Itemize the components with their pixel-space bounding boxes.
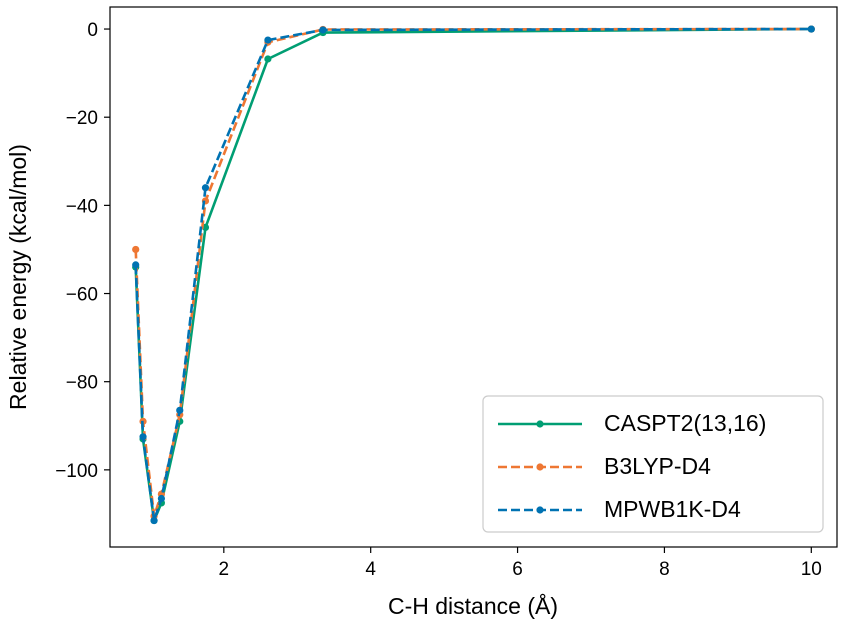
y-tick-label: −80 <box>66 373 98 394</box>
legend-label-b3lyp: B3LYP-D4 <box>604 453 711 479</box>
legend-label-mpwb1k: MPWB1K-D4 <box>604 496 741 522</box>
x-tick-label: 8 <box>659 559 670 580</box>
series-2-point <box>319 26 327 34</box>
legend-entries <box>498 420 582 514</box>
x-tick-label: 2 <box>219 559 230 580</box>
x-tick-label: 10 <box>801 559 822 580</box>
series-2-point <box>132 261 140 269</box>
legend-marker-0 <box>536 420 544 428</box>
x-axis-label: C-H distance (Å) <box>388 592 558 619</box>
legend: CASPT2(13,16) B3LYP-D4 MPWB1K-D4 <box>482 395 824 533</box>
y-axis-label: Relative energy (kcal/mol) <box>5 144 31 410</box>
y-tick-label: 0 <box>87 20 98 41</box>
legend-marker-2 <box>536 506 544 514</box>
series-1-point <box>132 245 140 254</box>
y-tick-label: −40 <box>66 196 98 217</box>
series-2-point <box>201 184 210 192</box>
y-tick-label: −60 <box>66 285 98 306</box>
legend-box <box>482 395 824 533</box>
series-2-point <box>176 406 184 414</box>
x-tick-label: 4 <box>365 559 376 580</box>
legend-label-caspt2: CASPT2(13,16) <box>604 410 766 436</box>
series-2-point <box>139 433 147 441</box>
y-tick-label: −100 <box>55 461 98 482</box>
legend-marker-1 <box>536 463 544 471</box>
series-2-point <box>150 516 158 525</box>
series-2-point <box>807 25 815 33</box>
y-axis-ticks: 0 −20 −40 −60 −80 −100 <box>55 20 110 482</box>
x-axis-ticks: 2 4 6 8 10 <box>219 547 822 580</box>
series-layer <box>132 25 815 525</box>
series-0-point <box>264 55 272 63</box>
x-tick-label: 6 <box>512 559 523 580</box>
series-2-point <box>264 36 272 44</box>
series-2-point <box>157 494 166 503</box>
y-tick-label: −20 <box>66 108 98 129</box>
